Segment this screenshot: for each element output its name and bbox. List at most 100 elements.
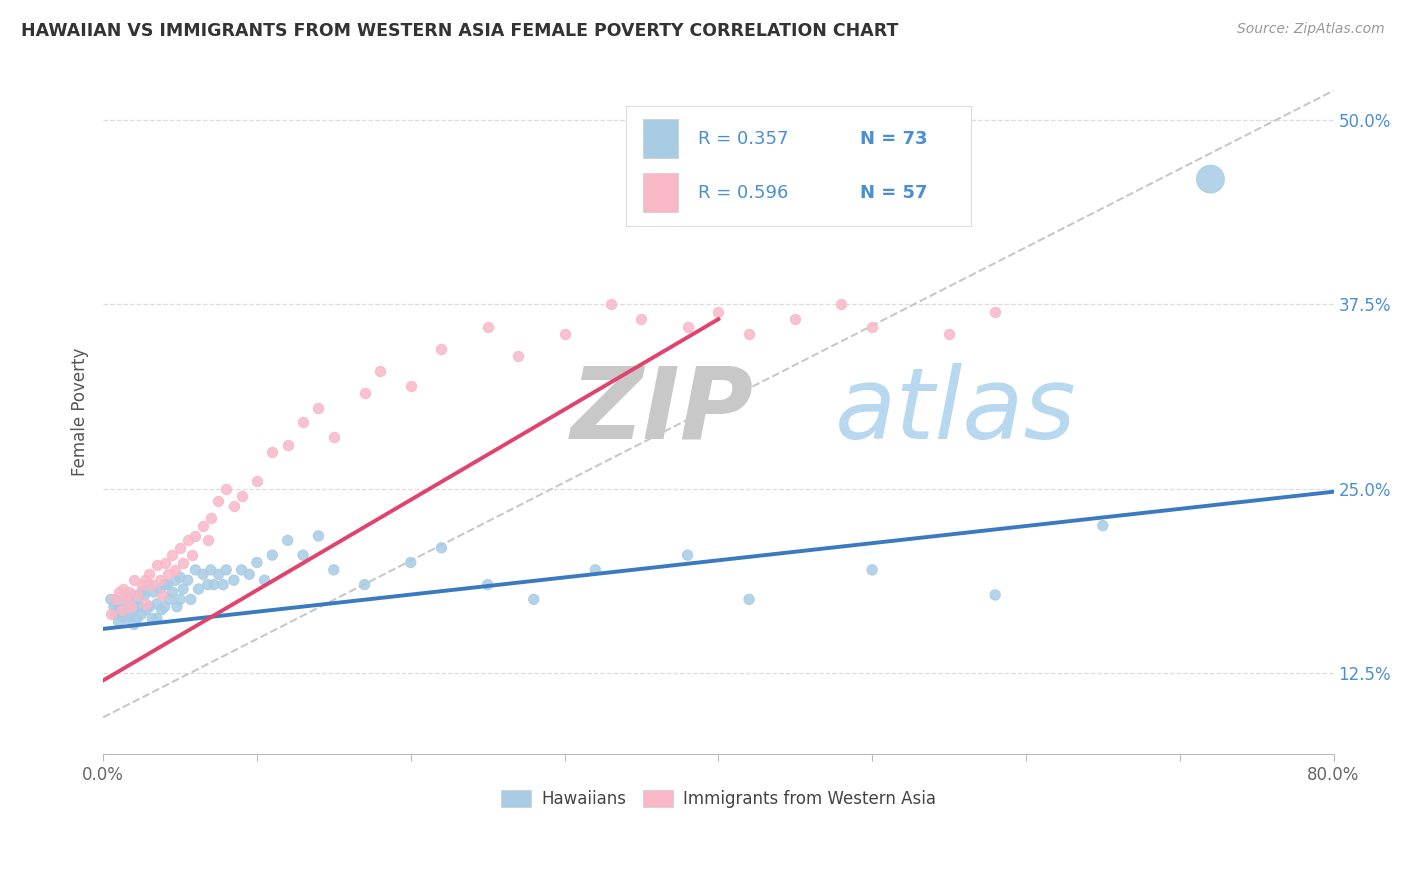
Point (215, 563, 238, 577)
Point (246, 475, 269, 489)
Point (107, 615, 129, 629)
Point (262, 445, 284, 459)
Point (122, 603, 145, 617)
Point (630, 312, 652, 326)
Point (107, 585, 129, 599)
Point (599, 297, 621, 311)
Point (110, 603, 132, 617)
Point (169, 592, 191, 607)
Point (184, 529, 207, 543)
Point (125, 592, 148, 607)
Point (938, 326, 960, 341)
Point (200, 511, 222, 525)
Point (676, 548, 699, 562)
Text: HAWAIIAN VS IMMIGRANTS FROM WESTERN ASIA FEMALE POVERTY CORRELATION CHART: HAWAIIAN VS IMMIGRANTS FROM WESTERN ASIA… (21, 22, 898, 40)
Point (122, 617, 145, 632)
Point (100, 607, 122, 621)
Point (238, 567, 260, 582)
Point (523, 592, 546, 607)
Legend: Hawaiians, Immigrants from Western Asia: Hawaiians, Immigrants from Western Asia (495, 783, 942, 814)
Point (277, 437, 299, 451)
Point (191, 518, 214, 533)
Point (162, 585, 184, 599)
Point (399, 556, 422, 570)
Point (477, 577, 499, 591)
Point (131, 577, 153, 591)
Point (707, 305, 730, 319)
Point (1091, 518, 1114, 533)
Point (105, 603, 128, 617)
Text: atlas: atlas (835, 363, 1077, 460)
Point (125, 588, 148, 602)
Point (202, 577, 225, 591)
Point (118, 585, 141, 599)
Point (1199, 172, 1222, 186)
Point (738, 592, 761, 607)
Point (120, 608, 142, 623)
Point (353, 577, 375, 591)
Point (169, 570, 191, 584)
Point (430, 342, 453, 356)
Point (307, 401, 329, 415)
Point (262, 548, 284, 562)
Point (138, 599, 160, 614)
Point (169, 541, 191, 555)
Point (184, 563, 207, 577)
Text: ZIP: ZIP (571, 363, 754, 460)
Point (353, 386, 375, 401)
Point (231, 563, 253, 577)
Point (246, 556, 269, 570)
Point (112, 582, 135, 596)
Point (150, 588, 173, 602)
Point (292, 548, 315, 562)
Point (207, 567, 229, 582)
Point (138, 577, 160, 591)
Point (104, 607, 127, 621)
Point (253, 573, 276, 587)
Point (125, 611, 148, 625)
Point (118, 599, 141, 614)
Point (153, 556, 176, 570)
Point (100, 592, 122, 607)
Point (508, 349, 530, 363)
Point (676, 319, 699, 334)
Point (104, 592, 127, 607)
Point (146, 558, 169, 573)
Point (110, 603, 132, 617)
Point (149, 573, 172, 587)
Point (138, 567, 160, 582)
Point (134, 588, 156, 602)
Point (135, 597, 157, 611)
Point (277, 533, 299, 548)
Point (134, 573, 156, 587)
Point (141, 577, 163, 591)
Point (157, 592, 180, 607)
Point (149, 582, 172, 596)
Point (222, 573, 245, 587)
Point (107, 597, 129, 611)
Point (197, 533, 219, 548)
Point (172, 556, 194, 570)
Point (115, 611, 138, 625)
Point (191, 567, 214, 582)
Point (477, 319, 499, 334)
Point (162, 548, 184, 562)
Point (231, 489, 253, 503)
Point (207, 493, 229, 508)
Point (156, 577, 179, 591)
Point (165, 563, 187, 577)
Point (165, 573, 187, 587)
Point (172, 582, 194, 596)
Point (984, 305, 1007, 319)
Point (430, 541, 453, 555)
Point (141, 611, 163, 625)
Point (150, 603, 173, 617)
Point (215, 482, 238, 496)
Point (153, 577, 176, 591)
Point (738, 326, 761, 341)
Point (156, 567, 179, 582)
Point (103, 599, 125, 614)
Point (785, 312, 807, 326)
Point (307, 529, 329, 543)
Point (181, 548, 204, 562)
